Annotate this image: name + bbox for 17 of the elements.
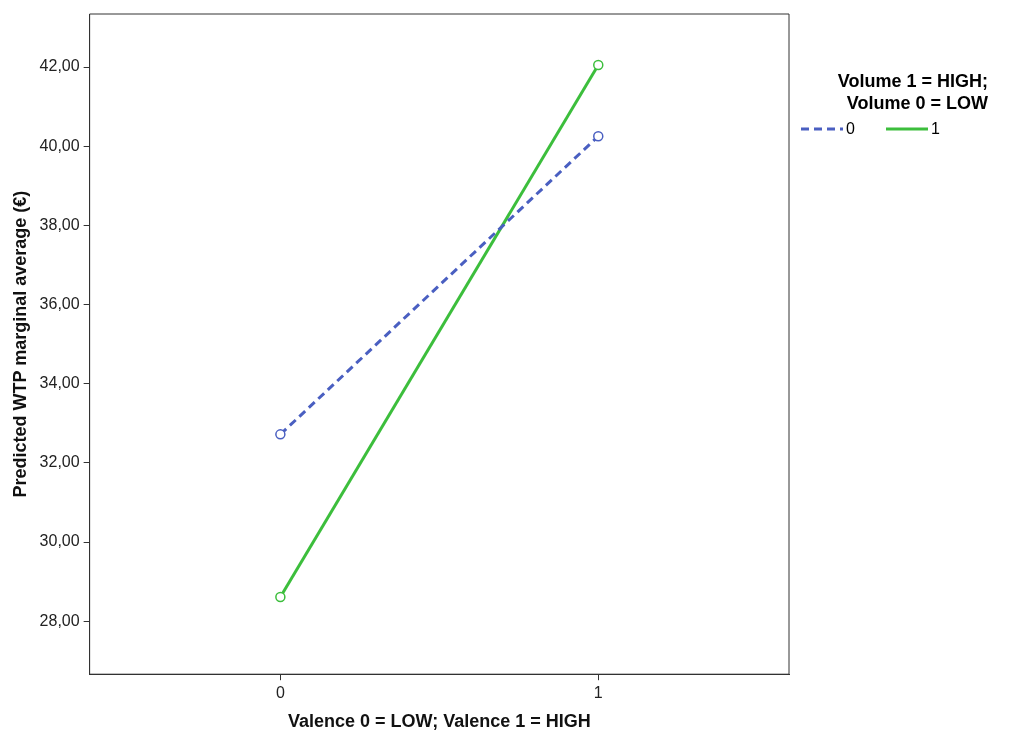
legend-label: 0: [846, 120, 855, 138]
y-tick-label: 42,00: [39, 57, 80, 75]
y-tick-label: 32,00: [39, 453, 80, 471]
y-tick-label: 34,00: [39, 374, 80, 392]
y-tick-label: 38,00: [39, 215, 80, 233]
y-tick-label: 28,00: [39, 611, 80, 629]
y-tick-label: 30,00: [39, 532, 80, 550]
y-tick-label: 40,00: [39, 136, 80, 154]
y-axis-title: Predicted WTP marginal average (€): [9, 190, 30, 498]
y-tick-label: 36,00: [39, 294, 80, 312]
x-axis-title: Valence 0 = LOW; Valence 1 = HIGH: [287, 711, 591, 732]
point: [275, 591, 286, 603]
legend-title: Volume 1 = HIGH; Volume 0 = LOW: [836, 70, 988, 114]
point: [275, 429, 286, 440]
point: [593, 59, 604, 71]
legend-label: 1: [930, 120, 940, 138]
point: [593, 131, 604, 142]
